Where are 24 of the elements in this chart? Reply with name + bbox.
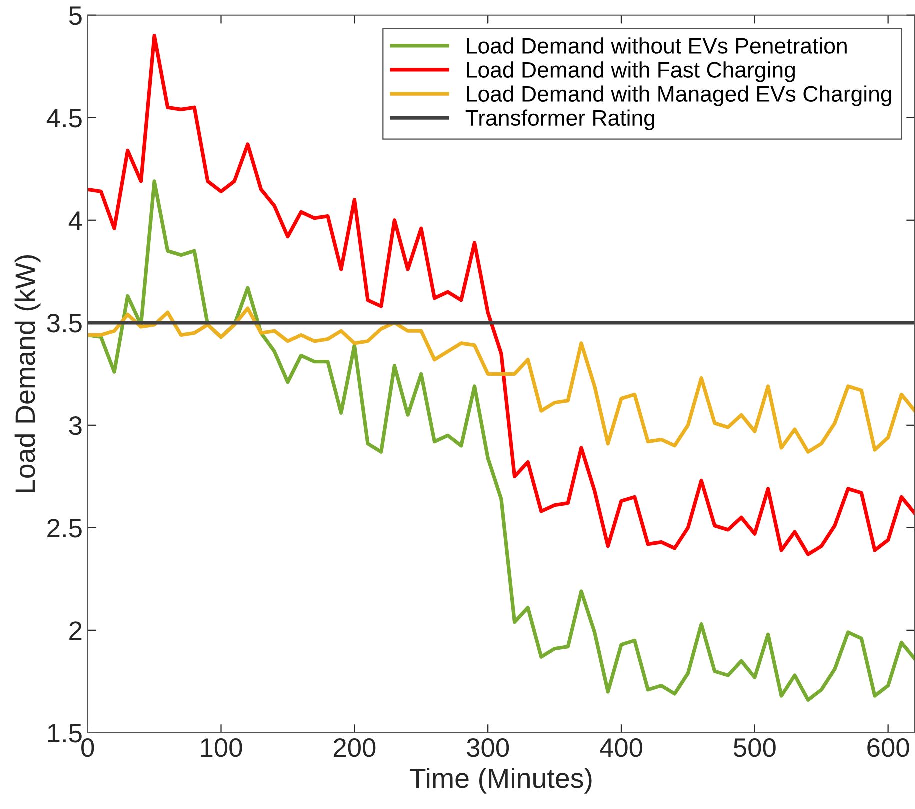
y-tick-label: 4 <box>68 212 82 230</box>
legend-label: Transformer Rating <box>466 110 655 130</box>
line-series <box>88 34 915 556</box>
y-tick-label: 4.5 <box>46 109 82 128</box>
x-tick-label: 400 <box>600 738 642 758</box>
x-tick-label: 300 <box>467 738 510 758</box>
y-tick-label: 1.5 <box>48 724 82 743</box>
y-tick-label: 5 <box>69 6 82 26</box>
x-tick-label: 0 <box>82 738 94 758</box>
line-series <box>88 180 915 702</box>
x-tick-label: 600 <box>868 738 910 758</box>
line-series <box>88 306 915 454</box>
x-tick-label: 500 <box>734 738 776 758</box>
y-tick-label: 2.5 <box>48 519 82 538</box>
legend-label: Load Demand with Managed EVs Charging <box>467 86 892 106</box>
y-tick-label: 3.5 <box>47 314 82 333</box>
legend-label: Load Demand without EVs Penetration <box>467 38 847 54</box>
y-tick-label: 3 <box>69 416 82 436</box>
x-axis-title: Time (Minutes) <box>410 768 592 794</box>
x-tick-label: 100 <box>201 738 242 758</box>
x-tick-label: 200 <box>334 738 376 758</box>
y-axis-title: Load Demand (kW) <box>14 255 41 492</box>
legend-label: Load Demand with Fast Charging <box>467 62 795 82</box>
y-tick-label: 2 <box>70 622 82 640</box>
